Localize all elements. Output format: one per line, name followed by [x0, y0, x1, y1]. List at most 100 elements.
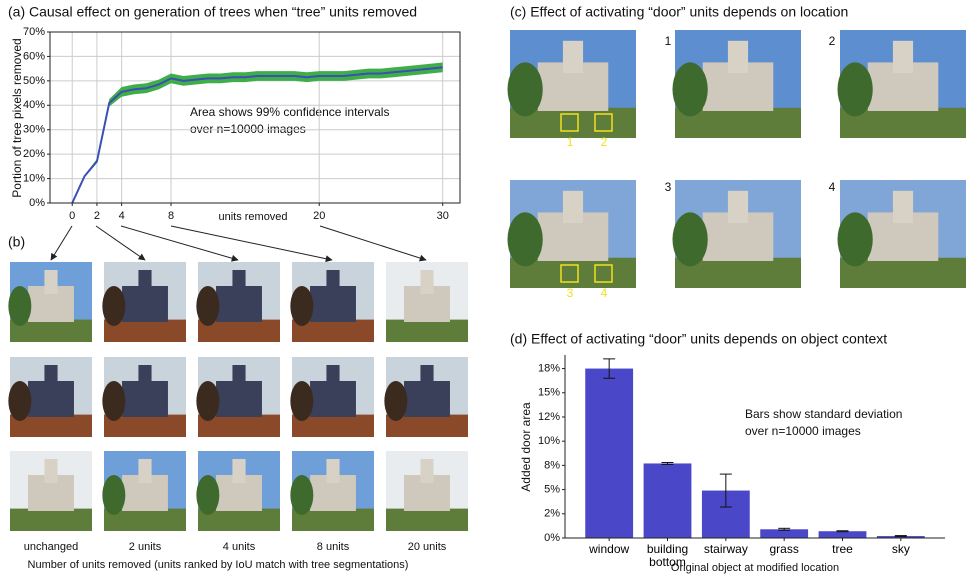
caption: 4 units	[223, 541, 256, 553]
photo	[672, 180, 801, 288]
y-tick-label: 40%	[23, 99, 45, 111]
photo-tower	[727, 190, 749, 224]
y-axis-label: Portion of tree pixels removed	[10, 38, 24, 197]
x-tick-label: window	[589, 542, 630, 556]
photo-tower	[232, 459, 246, 483]
photo-ground	[10, 319, 92, 342]
photo-tree	[290, 475, 314, 515]
photo-tower	[44, 365, 58, 389]
arrow	[170, 225, 333, 263]
photo-tower	[420, 270, 434, 294]
photo	[196, 357, 280, 437]
photo-tree	[102, 381, 126, 421]
photo-tower	[727, 40, 749, 74]
photo-ground	[386, 319, 468, 342]
bar	[643, 463, 692, 538]
photo-tower	[232, 270, 246, 294]
chart-title: (d) Effect of activating “door” units de…	[510, 331, 887, 347]
panel-title: (c) Effect of activating “door” units de…	[510, 4, 848, 20]
photo	[290, 357, 374, 437]
photo	[290, 451, 374, 531]
arrow	[319, 225, 427, 262]
annotation: Area shows 99% confidence intervals	[190, 105, 389, 119]
x-tick-label: 8	[168, 210, 174, 222]
caption: unchanged	[24, 541, 78, 553]
line	[71, 66, 443, 204]
photo-tower	[232, 365, 246, 389]
photo	[386, 451, 468, 531]
x-tick-label: 2	[94, 210, 100, 222]
x-tick-label: 4	[119, 210, 125, 222]
image-number: 3	[665, 180, 672, 194]
y-tick-label: 20%	[23, 148, 45, 160]
photo-ground	[10, 508, 92, 531]
photo-ground	[292, 319, 374, 342]
box-label: 1	[567, 135, 574, 149]
photo	[10, 451, 92, 531]
photo	[507, 30, 636, 138]
photo-tree	[196, 475, 220, 515]
photo	[384, 357, 468, 437]
highlight-box	[560, 113, 579, 132]
arrow	[50, 225, 73, 261]
y-axis-label: Added door area	[519, 402, 533, 492]
y-tick-label: 8%	[544, 459, 560, 471]
photo-ground	[104, 319, 186, 342]
x-axis-label: units removed	[218, 211, 287, 223]
photo	[837, 30, 966, 138]
photo-tower	[138, 365, 152, 389]
y-tick-label: 15%	[538, 387, 560, 399]
photo-tower	[562, 40, 584, 74]
photo-tower	[562, 190, 584, 224]
photo	[8, 262, 92, 342]
photo-tower	[326, 270, 340, 294]
photo-ground	[198, 319, 280, 342]
photo-tree	[837, 62, 873, 117]
photo	[837, 180, 966, 288]
y-tick-label: 10%	[538, 435, 560, 447]
y-tick-label: 0%	[29, 197, 45, 209]
y-tick-label: 2%	[544, 508, 560, 520]
bar	[818, 531, 867, 538]
photo-ground	[198, 508, 280, 531]
arrows	[50, 225, 427, 263]
x-tick-label: building bottom	[646, 542, 689, 569]
annotation: over n=10000 images	[190, 122, 306, 136]
photo-ground	[104, 508, 186, 531]
photo-tree	[672, 62, 708, 117]
photo-tower	[44, 459, 58, 483]
y-tick-label: 30%	[23, 124, 45, 136]
highlight-box	[594, 113, 613, 132]
photo-tree	[102, 475, 126, 515]
x-tick-label: stairway	[703, 542, 748, 556]
image-number: 1	[665, 34, 672, 48]
y-tick-label: 10%	[23, 172, 45, 184]
arrow	[120, 225, 239, 262]
plot-frame	[49, 31, 461, 204]
y-tick-label: 12%	[538, 411, 560, 423]
photo-ground	[10, 414, 92, 437]
photo-tree	[290, 381, 314, 421]
x-tick-label: grass	[769, 542, 799, 556]
photo-tower	[326, 459, 340, 483]
photo-tree	[384, 381, 408, 421]
photo	[507, 180, 636, 288]
x-tick-label: 30	[437, 210, 449, 222]
highlight-box	[594, 264, 613, 283]
photo-tower	[138, 270, 152, 294]
annotation: Bars show standard deviation	[745, 407, 902, 421]
photo-ground	[104, 414, 186, 437]
x-tick-label: 0	[69, 210, 75, 222]
bar	[585, 368, 634, 538]
y-tick-label: 60%	[23, 50, 45, 62]
photo-tower	[420, 459, 434, 483]
photo-tower	[420, 365, 434, 389]
photo	[290, 262, 374, 342]
image-number: 2	[829, 34, 836, 48]
x-tick-label: sky	[891, 542, 910, 556]
photo	[196, 451, 280, 531]
caption: 20 units	[408, 541, 447, 553]
photo	[386, 262, 468, 342]
